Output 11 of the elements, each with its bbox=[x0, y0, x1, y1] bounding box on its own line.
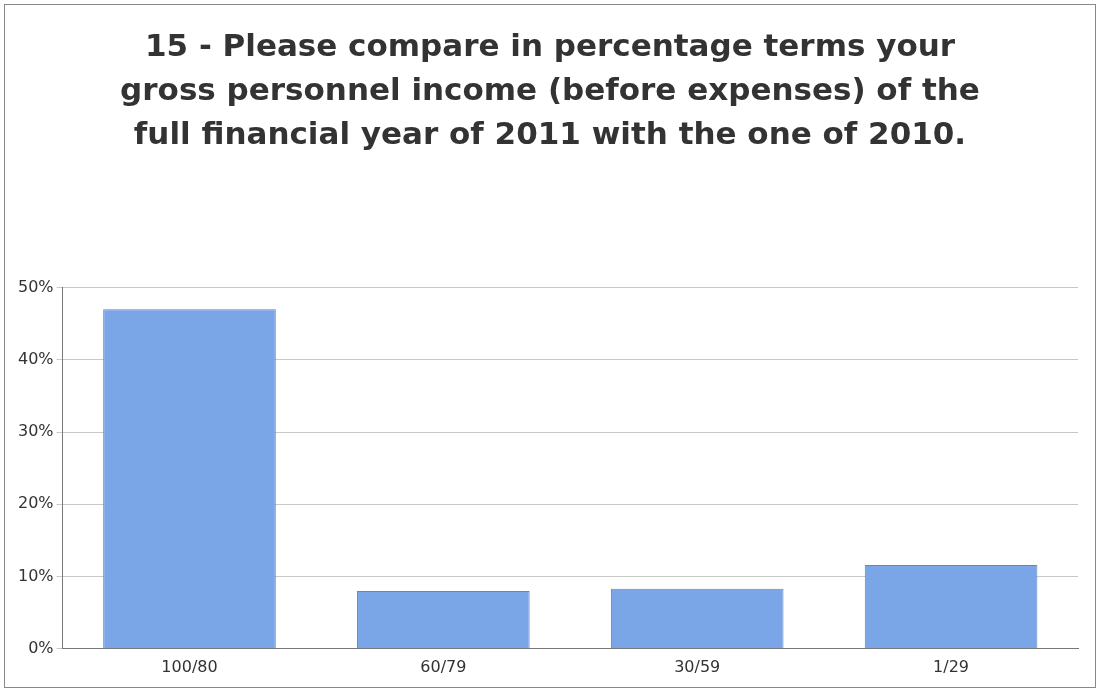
y-tick-label: 40% bbox=[18, 349, 54, 368]
x-tick-label: 100/80 bbox=[161, 656, 218, 676]
y-tick-label: 10% bbox=[18, 565, 54, 585]
x-tick-label: 1/29 bbox=[933, 656, 970, 676]
x-tick-label: 60/79 bbox=[420, 656, 467, 676]
y-tick-label: 20% bbox=[18, 493, 54, 513]
y-tick-label: 50% bbox=[18, 276, 54, 296]
chart-title: 15 - Please compare in percentage terms your gross personnel income (before expenses) of the full financial year of 2011 with the one of 2010. bbox=[119, 26, 981, 153]
y-tick-label: 0% bbox=[28, 637, 54, 657]
x-tick-label: 30/59 bbox=[674, 656, 721, 676]
y-tick-label: 30% bbox=[18, 421, 54, 441]
